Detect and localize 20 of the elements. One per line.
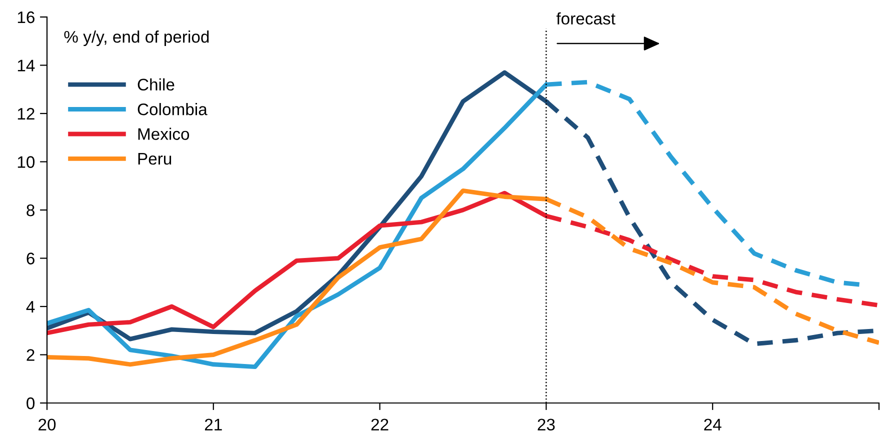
x-tick-label: 21	[204, 418, 222, 430]
ref-line-label: forecast	[556, 12, 616, 25]
y-tick-label: 8	[26, 204, 34, 216]
y-axis-title: % y/y, end of period	[64, 30, 209, 46]
y-tick-label: 0	[26, 397, 35, 410]
y-tick-label: 12	[18, 108, 34, 120]
y-tick-label: 14	[18, 60, 35, 72]
x-tick-label: 20	[38, 418, 56, 431]
legend-label: Mexico	[138, 128, 190, 140]
x-tick-label: 24	[704, 418, 722, 430]
y-tick-label: 2	[26, 349, 34, 361]
x-tick-label: 23	[538, 418, 555, 431]
legend-label: Colombia	[138, 103, 208, 116]
y-tick-label: 4	[26, 301, 35, 313]
legend-label: Peru	[138, 153, 172, 165]
y-tick-label: 10	[18, 156, 35, 168]
y-tick-label: 16	[18, 11, 34, 24]
legend-label: Chile	[138, 78, 174, 91]
x-tick-label: 22	[371, 418, 388, 430]
y-tick-label: 6	[26, 252, 34, 264]
